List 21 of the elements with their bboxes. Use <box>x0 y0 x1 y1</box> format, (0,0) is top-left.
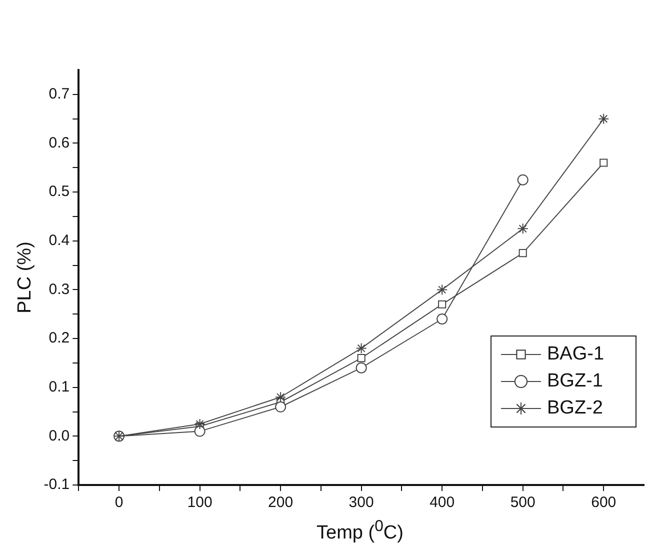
y-tick-label: 0.3 <box>48 280 70 298</box>
y-tick-label: 0.4 <box>48 232 70 250</box>
x-axis-title: Temp ($^{0}$C) <box>316 518 404 544</box>
x-tick-label: 200 <box>268 494 294 512</box>
y-tick-label: 0.7 <box>48 86 70 103</box>
y-tick-label: 0.1 <box>48 378 70 396</box>
y-tick-label: 0.0 <box>48 427 70 444</box>
y-tick-label: -0.1 <box>44 476 70 494</box>
y-tick-label: 0.5 <box>48 183 70 200</box>
x-tick-label: 0 <box>114 494 124 512</box>
legend-label: BGZ-1 <box>547 370 603 392</box>
x-tick-label: 400 <box>430 494 455 512</box>
x-tick-label: 100 <box>187 494 212 512</box>
y-tick-label: 0.6 <box>48 134 70 152</box>
x-tick-label: 500 <box>510 494 536 512</box>
legend-label: BGZ-2 <box>547 398 603 419</box>
y-tick-label: 0.2 <box>48 330 70 347</box>
legend-label: BAG-1 <box>547 344 604 365</box>
y-axis-title: PLC (%) <box>14 242 36 314</box>
x-tick-label: 300 <box>348 494 374 512</box>
x-tick-label: 600 <box>591 494 616 512</box>
